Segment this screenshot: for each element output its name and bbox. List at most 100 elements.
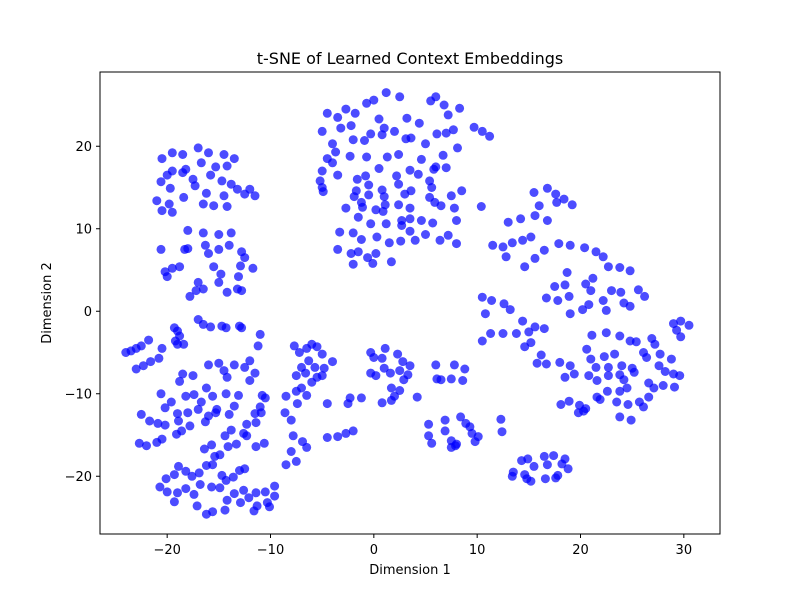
data-point (291, 386, 301, 396)
data-point (449, 203, 459, 213)
data-point (438, 150, 448, 160)
data-point (229, 489, 239, 499)
data-point (173, 409, 182, 419)
data-point (586, 286, 596, 296)
data-point (551, 189, 561, 199)
data-point (253, 341, 263, 351)
data-point (251, 488, 261, 498)
data-point (386, 383, 396, 393)
data-point (322, 433, 332, 442)
data-point (328, 357, 337, 367)
y-tick-label: −10 (65, 387, 92, 402)
data-point (142, 441, 151, 451)
data-point (436, 201, 446, 211)
data-point (181, 391, 191, 401)
data-point (193, 404, 203, 414)
data-point (642, 353, 652, 362)
data-point (228, 472, 238, 482)
data-point (200, 417, 210, 427)
data-point (156, 177, 166, 187)
data-point (169, 497, 179, 507)
data-point (480, 309, 490, 319)
data-point (554, 239, 564, 249)
data-point (622, 383, 632, 393)
data-point (564, 291, 574, 301)
data-point (244, 493, 254, 503)
data-point (162, 487, 172, 497)
data-point (189, 489, 199, 499)
data-point (601, 305, 611, 315)
data-point (145, 416, 155, 426)
data-point (448, 125, 458, 135)
data-point (386, 395, 396, 405)
data-point (304, 356, 314, 366)
data-point (518, 235, 528, 245)
data-point (580, 243, 590, 253)
data-point (560, 454, 570, 464)
data-point (485, 131, 495, 141)
data-point (526, 476, 536, 486)
data-point (379, 363, 389, 373)
data-point (369, 353, 379, 362)
data-point (477, 292, 487, 302)
data-point (518, 316, 528, 326)
data-point (487, 296, 497, 305)
data-point (498, 329, 508, 338)
data-point (322, 108, 332, 118)
data-point (198, 199, 208, 209)
data-point (381, 219, 391, 229)
data-point (144, 335, 154, 345)
data-point (382, 152, 392, 162)
data-point (655, 349, 665, 359)
data-point (529, 188, 539, 197)
data-point (610, 349, 620, 359)
x-tick-label: 0 (370, 543, 378, 558)
data-point (173, 339, 182, 349)
data-point (156, 389, 166, 399)
data-point (542, 216, 552, 225)
data-point (335, 227, 345, 237)
data-point (432, 374, 442, 384)
data-point (356, 393, 366, 403)
data-point (553, 296, 563, 305)
data-point (601, 328, 611, 338)
data-point (134, 438, 144, 448)
data-point (222, 202, 232, 211)
data-point (381, 88, 391, 98)
data-point (552, 197, 562, 207)
data-point (242, 431, 252, 441)
data-point (178, 369, 188, 379)
data-point (333, 244, 343, 254)
data-point (364, 190, 374, 200)
data-point (591, 362, 601, 372)
data-point (208, 460, 218, 470)
data-point (251, 442, 261, 452)
data-point (204, 249, 213, 258)
data-point (402, 113, 412, 123)
data-point (440, 426, 450, 436)
data-point (190, 181, 200, 191)
data-point (395, 386, 405, 395)
plot-frame (99, 71, 721, 535)
data-point (178, 150, 188, 159)
data-point (612, 397, 622, 407)
data-point (173, 488, 182, 498)
data-point (181, 484, 191, 494)
data-point (234, 390, 243, 400)
data-point (154, 353, 164, 363)
data-point (358, 202, 367, 212)
data-point (553, 470, 563, 480)
data-point (511, 329, 521, 338)
data-point (317, 166, 327, 176)
data-point (239, 485, 249, 495)
data-point (416, 154, 426, 164)
data-point (301, 368, 311, 378)
data-point (617, 361, 627, 371)
data-point (427, 183, 437, 192)
data-point (435, 235, 445, 245)
data-point (429, 164, 439, 174)
data-point (374, 114, 384, 124)
data-point (654, 361, 664, 371)
data-point (220, 505, 230, 515)
data-point (191, 286, 201, 296)
